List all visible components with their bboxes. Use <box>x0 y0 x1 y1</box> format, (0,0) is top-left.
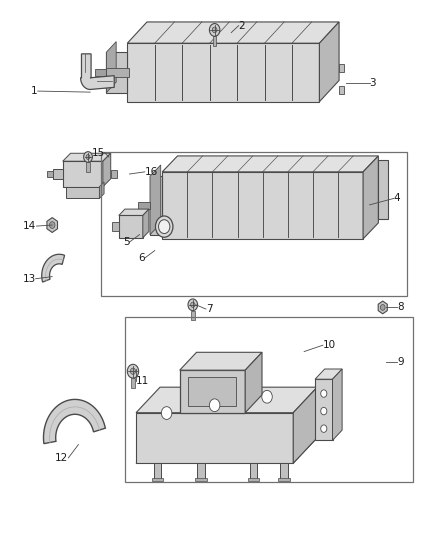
Polygon shape <box>127 22 339 43</box>
Polygon shape <box>63 161 103 187</box>
Text: 11: 11 <box>136 376 149 386</box>
Text: 4: 4 <box>394 193 400 204</box>
Circle shape <box>159 220 170 233</box>
Circle shape <box>86 155 90 159</box>
Circle shape <box>191 302 195 308</box>
Polygon shape <box>378 160 388 219</box>
Polygon shape <box>315 379 332 440</box>
Polygon shape <box>136 438 317 463</box>
Circle shape <box>321 390 327 397</box>
Circle shape <box>209 399 220 411</box>
Text: 7: 7 <box>206 304 212 314</box>
Polygon shape <box>42 254 64 282</box>
Polygon shape <box>195 478 207 481</box>
Circle shape <box>212 27 217 33</box>
Polygon shape <box>131 378 135 387</box>
Polygon shape <box>81 54 114 90</box>
Polygon shape <box>363 156 378 239</box>
Circle shape <box>155 216 173 237</box>
Polygon shape <box>143 209 149 238</box>
Polygon shape <box>180 352 262 370</box>
Circle shape <box>188 299 198 311</box>
Polygon shape <box>106 68 130 77</box>
Polygon shape <box>250 463 258 479</box>
Polygon shape <box>378 301 387 314</box>
Polygon shape <box>53 168 63 179</box>
Polygon shape <box>153 463 161 479</box>
Polygon shape <box>162 172 363 239</box>
Text: 8: 8 <box>397 302 404 312</box>
Polygon shape <box>197 463 205 479</box>
Polygon shape <box>319 22 339 102</box>
Text: 10: 10 <box>323 340 336 350</box>
Polygon shape <box>106 42 116 93</box>
Polygon shape <box>86 163 90 172</box>
Bar <box>101 152 407 296</box>
Text: 1: 1 <box>31 86 38 96</box>
Circle shape <box>209 23 220 36</box>
Polygon shape <box>293 387 317 463</box>
Polygon shape <box>188 376 237 406</box>
Polygon shape <box>213 36 216 46</box>
Bar <box>125 317 413 482</box>
Polygon shape <box>339 64 344 72</box>
Polygon shape <box>112 222 119 231</box>
Polygon shape <box>127 43 319 102</box>
Polygon shape <box>280 463 288 479</box>
Circle shape <box>321 407 327 415</box>
Circle shape <box>49 222 55 228</box>
Polygon shape <box>162 156 378 172</box>
Polygon shape <box>315 369 342 379</box>
Polygon shape <box>138 201 150 209</box>
Polygon shape <box>136 413 293 463</box>
Polygon shape <box>119 209 149 215</box>
Polygon shape <box>99 182 104 198</box>
Polygon shape <box>150 176 162 235</box>
Polygon shape <box>103 154 111 187</box>
Polygon shape <box>119 215 143 238</box>
Polygon shape <box>47 171 53 177</box>
Circle shape <box>380 304 385 310</box>
Polygon shape <box>279 478 290 481</box>
Polygon shape <box>63 154 111 161</box>
Polygon shape <box>43 399 106 443</box>
Circle shape <box>262 390 272 403</box>
Circle shape <box>127 365 139 378</box>
Polygon shape <box>47 217 57 232</box>
Text: 15: 15 <box>92 148 105 158</box>
Polygon shape <box>66 187 99 198</box>
Text: 9: 9 <box>397 357 404 367</box>
Polygon shape <box>111 170 117 177</box>
Polygon shape <box>332 369 342 440</box>
Polygon shape <box>180 370 245 413</box>
Polygon shape <box>245 352 262 413</box>
Text: 13: 13 <box>22 274 35 284</box>
Polygon shape <box>150 165 161 235</box>
Text: 5: 5 <box>123 237 130 247</box>
Polygon shape <box>95 69 106 76</box>
Polygon shape <box>136 387 317 413</box>
Polygon shape <box>339 86 344 94</box>
Text: 12: 12 <box>55 453 68 463</box>
Polygon shape <box>152 478 163 481</box>
Text: 3: 3 <box>370 78 376 88</box>
Circle shape <box>321 425 327 432</box>
Polygon shape <box>248 478 259 481</box>
Circle shape <box>161 407 172 419</box>
Text: 6: 6 <box>138 253 145 263</box>
Circle shape <box>131 368 135 374</box>
Text: 16: 16 <box>145 167 158 177</box>
Polygon shape <box>106 52 127 93</box>
Text: 2: 2 <box>239 21 245 31</box>
Polygon shape <box>191 311 194 320</box>
Text: 14: 14 <box>23 221 36 231</box>
Circle shape <box>84 152 92 163</box>
